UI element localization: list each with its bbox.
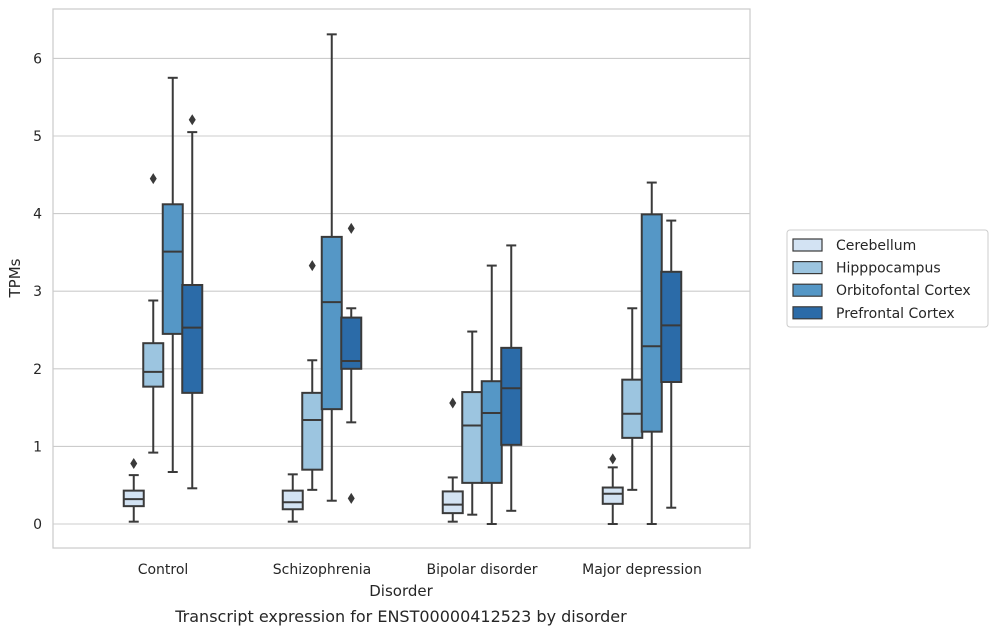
box-body [340, 316, 363, 370]
y-tick-label: 2 [33, 362, 42, 378]
outlier-point [449, 397, 457, 409]
box-group [301, 260, 324, 491]
box-group [500, 244, 523, 512]
box-group [181, 114, 204, 490]
outlier-point [188, 114, 196, 126]
legend-frame [786, 229, 989, 328]
x-tick-labels: Control Schizophrenia Bipolar disorder Majo… [138, 562, 702, 578]
box-group [660, 219, 683, 509]
y-tick-label: 0 [33, 517, 42, 533]
legend-label: Prefrontal Cortex [836, 306, 955, 322]
box-body [480, 380, 503, 484]
box-group [640, 181, 663, 525]
box-layer [122, 33, 683, 525]
box-body [660, 270, 683, 383]
box-group [161, 76, 184, 474]
chart-caption: Transcript expression for ENST0000041252… [174, 607, 627, 626]
legend-swatch [792, 283, 823, 297]
box-group [441, 397, 464, 523]
legend-swatch [792, 261, 823, 275]
box-group [281, 473, 304, 523]
legend-items: Cerebellum Hipppocampus Orbitofontal Corte… [792, 238, 971, 322]
plot-area-frame [52, 8, 751, 549]
x-tick-label: Bipolar disorder [426, 562, 537, 578]
box-body [500, 346, 523, 446]
box-body [621, 378, 644, 439]
outlier-point [308, 260, 316, 272]
legend-swatch [792, 306, 823, 320]
box-body [161, 203, 184, 335]
y-axis-label: TPMs [6, 258, 24, 298]
y-tick-label: 5 [33, 129, 42, 145]
y-tick-label: 3 [33, 284, 42, 300]
box-group [480, 264, 503, 525]
box-group [601, 453, 624, 525]
box-group [340, 222, 363, 504]
box-group [122, 457, 145, 523]
y-tick-label: 1 [33, 439, 42, 455]
x-axis-label: Disorder [369, 582, 433, 600]
box-body [640, 213, 663, 433]
box-body [601, 486, 624, 505]
box-group [461, 330, 484, 516]
legend-swatch [792, 238, 823, 252]
box-body [142, 342, 165, 388]
legend-label: Cerebellum [836, 238, 916, 254]
x-tick-label: Major depression [582, 562, 702, 578]
box-group [142, 173, 165, 454]
box-body [281, 489, 304, 511]
box-group [320, 33, 343, 502]
box-body [461, 391, 484, 484]
outlier-point [130, 457, 138, 469]
outlier-point [347, 222, 355, 234]
outlier-point [149, 173, 157, 185]
box-body [441, 490, 464, 515]
box-body [301, 391, 324, 471]
box-body [320, 235, 343, 411]
legend-label: Hipppocampus [836, 261, 941, 277]
y-tick-label: 4 [33, 207, 42, 223]
box-group [621, 307, 644, 491]
outlier-point [347, 492, 355, 504]
legend-label: Orbitofontal Cortex [836, 283, 971, 299]
outlier-point [609, 453, 617, 465]
box-body [181, 283, 204, 394]
y-tick-labels: 0 1 2 3 4 5 6 [33, 51, 42, 533]
x-tick-label: Control [138, 562, 189, 578]
legend: Cerebellum Hipppocampus Orbitofontal Corte… [786, 229, 989, 328]
x-tick-label: Schizophrenia [273, 562, 371, 578]
y-tick-label: 6 [33, 51, 42, 67]
